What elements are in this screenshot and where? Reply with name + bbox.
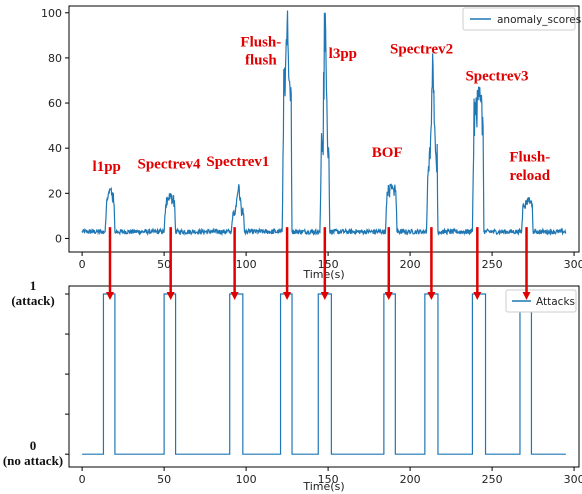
top-x-tick-label: 100 [236, 258, 257, 271]
bottom-x-tick-label: 50 [157, 473, 171, 486]
bottom-y-tick-label: 0 [30, 438, 37, 453]
top-x-tick-label: 0 [79, 258, 86, 271]
bottom-y-tick-sublabel: (attack) [11, 293, 54, 308]
top-x-tick-label: 50 [157, 258, 171, 271]
bottom-plot-frame [68, 285, 580, 468]
bottom-y-tick-label: 1 [30, 278, 37, 293]
attack-arrows [105, 227, 531, 301]
bottom-x-axis-label: Time(s) [302, 480, 344, 493]
attack-annotation: l3pp [329, 46, 357, 62]
top-y-tick-label: 100 [41, 7, 62, 20]
attack-annotation: Spectrev3 [465, 68, 528, 84]
attacks-line [82, 293, 566, 455]
top-y-tick-label: 40 [48, 142, 62, 155]
attack-annotations: l1pp Spectrev4 Spectrev1 Flush-flush l3pp BOF… [93, 35, 551, 184]
attack-annotation: Spectrev4 [138, 156, 202, 172]
attack-annotation: BOF [372, 145, 403, 161]
top-y-tick-label: 60 [48, 97, 62, 110]
top-x-tick-label: 200 [400, 258, 421, 271]
bottom-x-tick-label: 250 [482, 473, 503, 486]
top-legend-box [462, 7, 576, 31]
attack-annotation: Spectrev1 [206, 154, 269, 170]
attack-annotation: Flush- [509, 150, 550, 166]
top-x-tick-label: 250 [482, 258, 503, 271]
bottom-x-tick-label: 0 [79, 473, 86, 486]
top-legend: anomaly_scores [462, 7, 581, 31]
bottom-y-tick-sublabel: (no attack) [3, 453, 63, 468]
bottom-y-ticks: 1(attack) 0(no attack) [3, 278, 69, 468]
attacks-chart: 1(attack)0(no attack) 0 50 100 150 200 250 300… [3, 278, 582, 493]
top-x-tick-label: 150 [318, 258, 339, 271]
top-x-axis-label: Time(s) [302, 268, 344, 281]
top-y-ticks: 0 20 40 60 80 100 [41, 7, 69, 245]
bottom-x-ticks: 0 50 100 150 200 250 300 [79, 467, 582, 486]
attack-annotation: flush [245, 53, 277, 69]
bottom-x-tick-label: 100 [236, 473, 257, 486]
attack-annotation: Flush- [240, 35, 281, 51]
bottom-legend-label: Attacks [536, 296, 575, 308]
bottom-x-tick-label: 150 [318, 473, 339, 486]
attack-annotation: l1pp [93, 159, 121, 175]
top-y-tick-label: 20 [48, 187, 62, 200]
top-legend-label: anomaly_scores [497, 14, 581, 26]
anomaly-scores-line [81, 10, 567, 237]
top-y-tick-label: 0 [55, 232, 62, 245]
bottom-legend: Attacks [505, 289, 577, 313]
top-x-ticks: 0 50 100 150 200 250 300 [79, 252, 582, 271]
top-x-tick-label: 300 [564, 258, 582, 271]
top-y-tick-label: 80 [48, 52, 62, 65]
bottom-x-tick-label: 300 [564, 473, 582, 486]
attack-annotation: reload [510, 168, 551, 184]
attack-annotation: Spectrev2 [390, 41, 453, 57]
bottom-x-tick-label: 200 [400, 473, 421, 486]
